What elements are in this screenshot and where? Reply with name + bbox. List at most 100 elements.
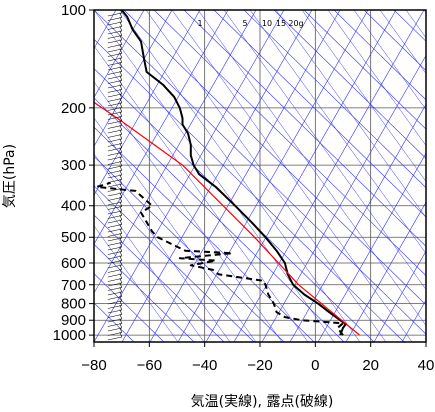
wind-barb bbox=[107, 219, 123, 228]
moist-adiabat-line bbox=[197, 10, 426, 326]
wind-barb bbox=[107, 43, 123, 53]
isotherm-line bbox=[94, 10, 173, 147]
wind-barb bbox=[107, 34, 123, 44]
x-axis-ticks: −80 −60 −40 −20 0 20 40 bbox=[81, 342, 434, 374]
dry-adiabat-line bbox=[94, 243, 195, 342]
mixing-ratio-label: 15 bbox=[276, 19, 286, 28]
mixing-ratio-label: 20g bbox=[288, 19, 303, 28]
dry-adiabat-line bbox=[94, 214, 225, 342]
moist-adiabat-line bbox=[223, 10, 426, 290]
wind-barb bbox=[107, 30, 123, 39]
wind-barb bbox=[107, 79, 123, 89]
wind-barb bbox=[107, 192, 123, 201]
wind-barb bbox=[107, 39, 123, 48]
wind-barb bbox=[107, 156, 123, 165]
x-tick-label: 40 bbox=[418, 357, 435, 374]
parcel-line bbox=[94, 101, 360, 336]
wind-barb bbox=[107, 268, 123, 278]
wind-barb bbox=[107, 286, 123, 296]
wind-barb bbox=[107, 165, 123, 174]
wind-barb bbox=[107, 129, 123, 138]
wind-barb bbox=[107, 318, 123, 327]
y-axis-title: 気圧(hPa) bbox=[2, 144, 18, 208]
isotherm-line bbox=[177, 10, 369, 342]
wind-barb bbox=[107, 21, 123, 30]
wind-barb bbox=[107, 106, 123, 116]
wind-barb bbox=[107, 66, 123, 75]
moist-adiabat-line bbox=[249, 10, 426, 254]
y-tick-label: 100 bbox=[61, 2, 86, 19]
wind-barb bbox=[107, 273, 123, 282]
moist-adiabat-line bbox=[275, 10, 426, 218]
wind-barb bbox=[107, 178, 123, 188]
wind-barb bbox=[107, 295, 123, 305]
dry-adiabat-line bbox=[303, 10, 426, 130]
x-tick-label: −60 bbox=[137, 357, 162, 374]
y-tick-label: 900 bbox=[61, 312, 86, 329]
wind-barb bbox=[107, 237, 123, 246]
dry-adiabat-line bbox=[213, 10, 426, 218]
x-tick-label: 0 bbox=[311, 357, 319, 374]
x-tick-label: −20 bbox=[247, 357, 272, 374]
wind-barb bbox=[107, 57, 123, 66]
wind-barb bbox=[107, 187, 123, 197]
wind-barb bbox=[107, 327, 123, 336]
wind-barb bbox=[107, 309, 123, 318]
isotherm-line bbox=[94, 10, 257, 294]
isotherm-line bbox=[94, 10, 229, 245]
wind-barb bbox=[107, 201, 123, 210]
isotherm-line bbox=[317, 152, 426, 342]
y-tick-label: 600 bbox=[61, 255, 86, 272]
isotherm-line bbox=[94, 10, 201, 196]
dry-adiabat-line bbox=[94, 273, 165, 342]
thermodynamic-background-lines bbox=[94, 10, 435, 342]
dry-adiabat-line bbox=[94, 126, 315, 342]
wind-barb bbox=[107, 322, 123, 332]
wind-barb bbox=[107, 205, 123, 215]
moist-adiabat-line bbox=[94, 225, 179, 342]
wind-barb bbox=[107, 259, 123, 269]
wind-barb bbox=[107, 264, 123, 273]
isotherm-line bbox=[430, 10, 435, 342]
mixing-ratio-label: 1 bbox=[197, 19, 202, 28]
wind-barb bbox=[107, 75, 123, 84]
dry-adiabat-line bbox=[333, 10, 426, 101]
wind-barb bbox=[107, 93, 123, 102]
dry-adiabat-line bbox=[153, 10, 426, 277]
wind-barb bbox=[107, 84, 123, 93]
isotherm-line bbox=[121, 10, 313, 342]
dry-adiabat-line bbox=[183, 10, 426, 247]
wind-barb bbox=[107, 25, 123, 35]
x-tick-label: 20 bbox=[362, 357, 379, 374]
wind-barb bbox=[107, 102, 123, 111]
dry-adiabat-line bbox=[94, 68, 375, 342]
wind-barb bbox=[107, 48, 123, 57]
wind-barb bbox=[107, 97, 123, 107]
isotherm-line bbox=[289, 103, 426, 342]
x-tick-label: −80 bbox=[81, 357, 106, 374]
dry-adiabat-line bbox=[94, 97, 345, 342]
mixing-ratio-label: 10 bbox=[262, 19, 272, 28]
sounding-series bbox=[94, 10, 360, 336]
x-tick-label: −40 bbox=[192, 357, 217, 374]
moist-adiabat-line bbox=[171, 10, 413, 342]
wind-barb bbox=[107, 241, 123, 251]
wind-barb bbox=[107, 246, 123, 255]
wind-barb bbox=[107, 61, 123, 71]
moist-adiabat-line bbox=[94, 81, 283, 342]
wind-barb bbox=[107, 147, 123, 156]
wind-barb bbox=[107, 313, 123, 323]
x-axis-title: 気温(実線), 露点(破線) bbox=[191, 394, 334, 410]
mixing-ratio-labels: 1 5 10 15 20g bbox=[197, 19, 303, 28]
y-tick-label: 500 bbox=[61, 229, 86, 246]
y-tick-label: 700 bbox=[61, 277, 86, 294]
wind-barb bbox=[107, 120, 123, 129]
wind-barb bbox=[107, 255, 123, 264]
wind-barb bbox=[107, 210, 123, 219]
wind-barb bbox=[107, 115, 123, 125]
moist-adiabat-line bbox=[119, 10, 361, 342]
wind-barb bbox=[107, 12, 123, 21]
moist-adiabat-line bbox=[379, 10, 426, 75]
wind-barb bbox=[107, 52, 123, 62]
